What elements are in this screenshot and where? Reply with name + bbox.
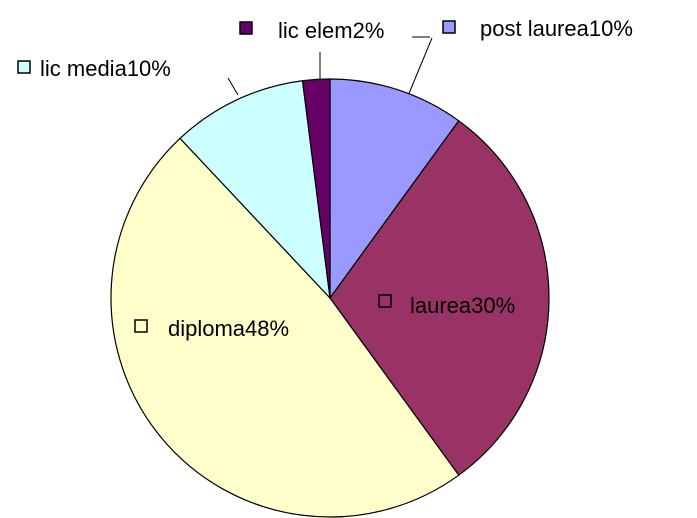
slice-label-value: 10% xyxy=(589,16,633,41)
pie-slice xyxy=(301,78,331,299)
slice-label: lic elem2% xyxy=(278,18,384,43)
label-swatch xyxy=(17,60,31,74)
pie-slice xyxy=(110,137,460,518)
pie-slice xyxy=(329,119,550,477)
label-swatch xyxy=(239,21,253,35)
slice-label: laurea30% xyxy=(410,293,515,318)
slice-label-name: laurea xyxy=(410,293,472,318)
slice-label-value: 10% xyxy=(127,56,171,81)
leader-line xyxy=(227,77,239,96)
pie-slice xyxy=(329,78,460,300)
label-swatch xyxy=(442,20,456,34)
label-swatch xyxy=(378,294,392,308)
slice-label-value: 2% xyxy=(353,18,385,43)
slice-label-name: diploma xyxy=(168,316,246,341)
label-swatch xyxy=(134,319,148,333)
slice-label-name: post laurea xyxy=(480,16,590,41)
slice-label: post laurea10% xyxy=(480,16,633,41)
slice-label-name: lic elem xyxy=(278,18,353,43)
slice-label: lic media10% xyxy=(40,56,171,81)
slice-label: diploma48% xyxy=(168,316,289,341)
pie-slice xyxy=(179,80,331,300)
slice-label-name: lic media xyxy=(40,56,128,81)
slice-label-value: 48% xyxy=(245,316,289,341)
slice-label-value: 30% xyxy=(471,293,515,318)
